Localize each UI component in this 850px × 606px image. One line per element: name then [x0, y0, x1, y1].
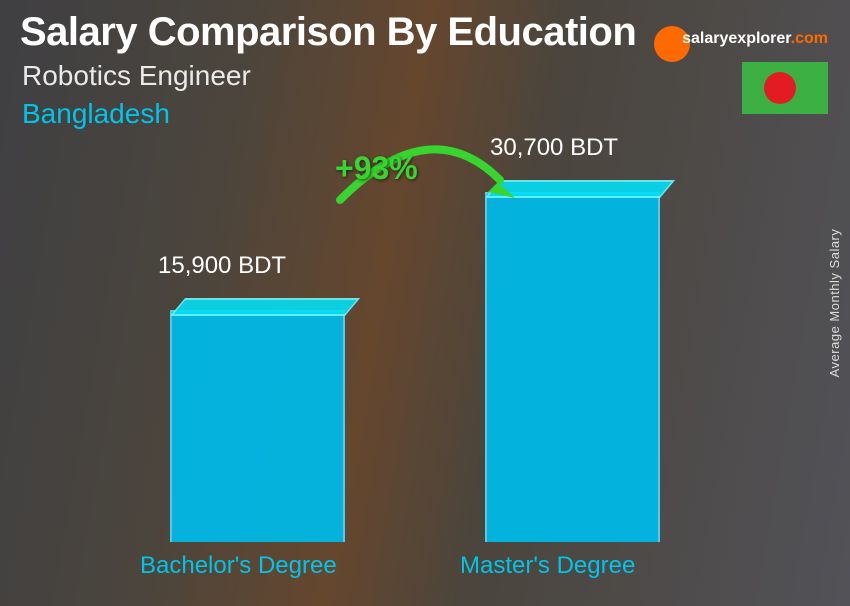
brand-name: salaryexplorer	[682, 30, 791, 47]
bar-masters	[485, 192, 660, 542]
bar-bachelors-label: Bachelor's Degree	[140, 552, 337, 580]
increase-percentage: +93%	[335, 150, 418, 187]
bar-chart: +93% 15,900 BDT Bachelor's Degree 30,700…	[90, 160, 730, 586]
brand-text: salaryexplorer.com	[682, 30, 828, 48]
bar-bachelors-value: 15,900 BDT	[158, 252, 286, 280]
infographic-container: Salary Comparison By Education Robotics …	[0, 0, 850, 606]
job-title: Robotics Engineer	[22, 60, 251, 92]
country-flag-icon	[742, 62, 828, 114]
y-axis-label: Average Monthly Salary	[827, 229, 842, 378]
brand-domain: .com	[791, 30, 828, 47]
bar-bachelors	[170, 310, 345, 542]
flag-disc	[764, 72, 796, 104]
main-title: Salary Comparison By Education	[20, 10, 636, 55]
country-label: Bangladesh	[22, 98, 170, 130]
bar-masters-label: Master's Degree	[460, 552, 635, 580]
